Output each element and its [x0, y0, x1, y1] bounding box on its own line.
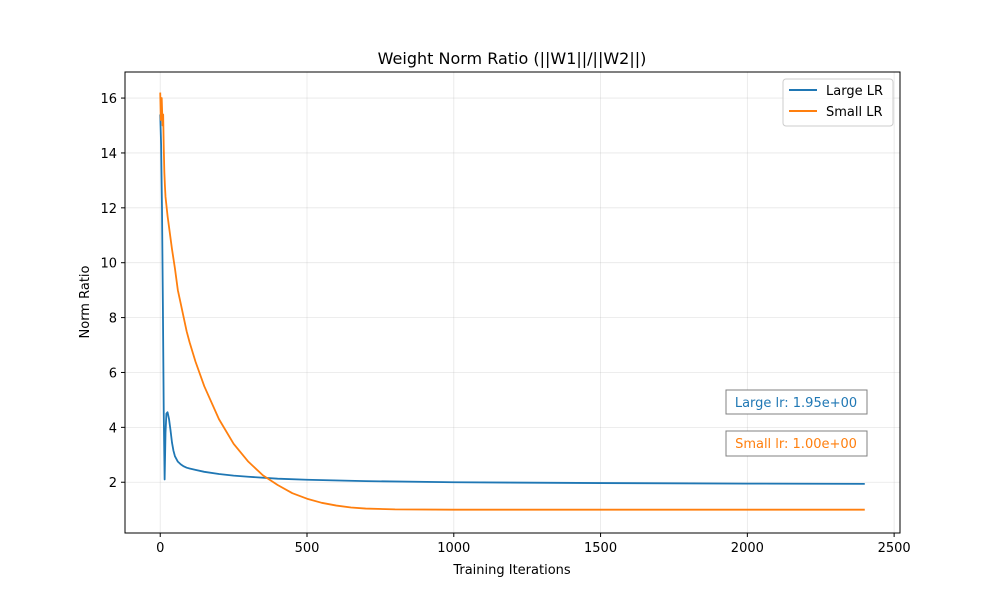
annotation-box-small-lr	[725, 430, 868, 457]
plot-frame	[124, 71, 901, 534]
annotation-large-lr: Large lr: 1.95e+00	[735, 396, 857, 411]
annotations: Large lr: 1.95e+00 Small lr: 1.00e+00	[725, 389, 868, 457]
ticks: 0 500 1000 1500 2000 2500 2 4 6 8 10 12 14 16	[100, 92, 910, 556]
y-axis-label: Norm Ratio	[78, 265, 93, 338]
x-tick-label: 0	[156, 541, 164, 556]
y-tick-label: 2	[109, 476, 117, 491]
x-tick-label: 1000	[437, 541, 470, 556]
series-line-small-lr	[159, 92, 865, 511]
x-tick-label: 1500	[584, 541, 617, 556]
series-line-large-lr	[159, 114, 865, 485]
series-layer	[159, 92, 865, 511]
x-tick-label: 2000	[731, 541, 764, 556]
x-axis-label: Training Iterations	[452, 563, 571, 578]
x-tick-label: 500	[295, 541, 320, 556]
y-tick-label: 6	[109, 366, 117, 381]
annotation-small-lr: Small lr: 1.00e+00	[735, 437, 857, 452]
legend-label-small-lr: Small LR	[826, 105, 883, 120]
legend-label-large-lr: Large LR	[826, 84, 883, 99]
annotation-box-large-lr	[725, 389, 868, 415]
y-tick-label: 16	[100, 92, 117, 107]
legend: Large LR Small LR	[782, 78, 894, 127]
y-tick-label: 12	[100, 202, 117, 217]
chart-title: Weight Norm Ratio (||W1||/||W2||)	[378, 49, 647, 68]
y-tick-label: 10	[100, 257, 117, 272]
y-tick-label: 14	[100, 147, 117, 162]
grid	[125, 72, 900, 533]
x-tick-label: 2500	[878, 541, 911, 556]
y-tick-label: 4	[109, 421, 117, 436]
y-tick-label: 8	[109, 312, 117, 327]
